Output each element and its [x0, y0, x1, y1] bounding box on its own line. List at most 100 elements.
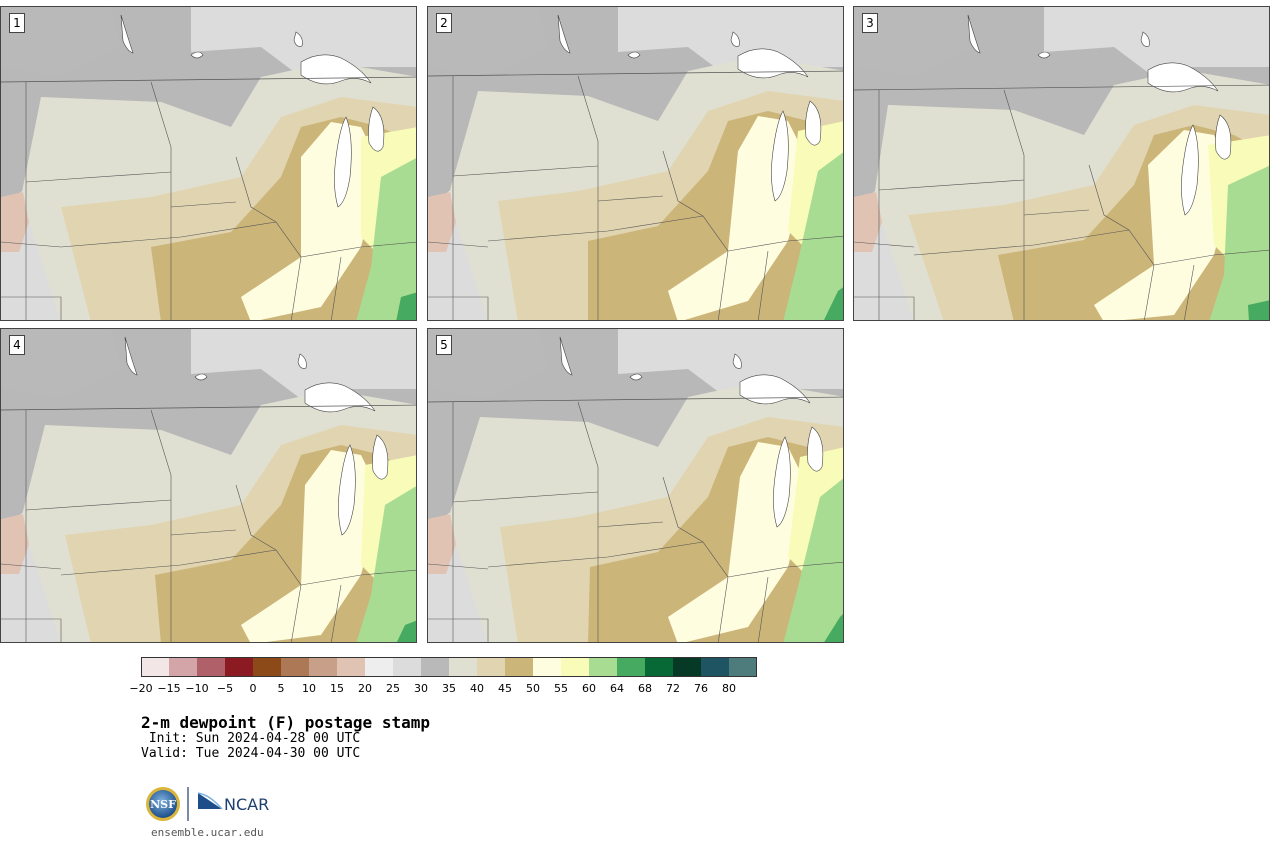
colorbar-swatch	[561, 657, 589, 677]
green-region	[783, 152, 843, 320]
lake-nipigon	[730, 31, 740, 47]
lake-small	[627, 51, 641, 59]
colorbar-tick-label: 15	[330, 682, 344, 695]
border-canada	[428, 396, 843, 403]
lake-small	[629, 373, 643, 381]
border-canada	[854, 84, 1269, 91]
green-region	[783, 478, 843, 642]
cream-region	[668, 442, 808, 642]
pink-region	[1, 192, 29, 252]
border-state	[25, 499, 172, 511]
border-state	[300, 241, 416, 258]
border-state	[913, 229, 1130, 256]
border-state	[577, 401, 599, 642]
cream-region	[1094, 130, 1234, 320]
colorbar-tick-label: 60	[582, 682, 596, 695]
map-panel-2: 2	[427, 6, 844, 321]
colorbar-swatch	[393, 657, 421, 677]
colorbar-swatch	[449, 657, 477, 677]
nsf-ncar-logo: NSF NCAR	[146, 787, 269, 821]
colorbar-swatch	[225, 657, 253, 677]
colorbar-swatch	[533, 657, 561, 677]
colorbar-tick-label: 72	[666, 682, 680, 695]
border-canada	[1, 76, 416, 83]
border-state	[331, 584, 342, 642]
member-label: 3	[862, 13, 878, 33]
lake-superior	[300, 54, 372, 85]
border-state	[487, 541, 704, 568]
colorbar-swatch	[645, 657, 673, 677]
lake-small	[194, 373, 208, 381]
colorbar-tick-label: −20	[129, 682, 153, 695]
lake-nipigon	[293, 31, 303, 47]
member-label: 4	[9, 335, 25, 355]
colorbar-tick-label: −10	[185, 682, 209, 695]
lake-superior	[737, 48, 809, 79]
lake-nipigon	[297, 353, 307, 369]
colorbar-swatch	[421, 657, 449, 677]
northwest-gray-region	[1, 7, 121, 77]
lake-michigan	[773, 436, 791, 528]
colorbar-tick-label: 76	[694, 682, 708, 695]
lake-michigan	[334, 116, 352, 208]
border-state	[428, 618, 489, 642]
canada-light-region	[1, 329, 416, 399]
border-state	[854, 241, 915, 248]
map-panel-5: 5	[427, 328, 844, 643]
colorbar-tick-label: −5	[216, 682, 234, 695]
dark-green-region	[396, 620, 416, 642]
lake-huron	[1215, 114, 1232, 160]
border-state	[170, 529, 237, 536]
border-state	[452, 491, 599, 503]
colorbar-swatch	[589, 657, 617, 677]
lake-superior	[739, 374, 811, 405]
border-state	[331, 256, 342, 320]
website-url: ensemble.ucar.edu	[151, 826, 264, 839]
colorbar-tick-label: 10	[302, 682, 316, 695]
green-region	[356, 486, 416, 642]
border-state	[1, 241, 62, 248]
border-state	[1153, 249, 1269, 266]
border-state	[428, 241, 489, 248]
border-state	[60, 549, 277, 576]
border-canada	[428, 70, 843, 77]
border-state	[597, 521, 664, 528]
northwest-gray-region	[854, 7, 974, 77]
lake-small	[190, 51, 204, 59]
border-state	[452, 165, 599, 177]
border-state	[597, 195, 664, 202]
lake-winnipeg	[124, 336, 138, 376]
colorbar-swatch	[617, 657, 645, 677]
border-state	[757, 250, 769, 320]
colorbar-tick-label: 30	[414, 682, 428, 695]
border-state	[727, 235, 843, 252]
border-state	[170, 201, 237, 208]
lake-winnipeg	[557, 14, 571, 54]
dewpoint-map	[1, 7, 416, 320]
colorbar-tick-label: 5	[277, 682, 285, 695]
border-state	[428, 563, 489, 570]
northwest-gray-region	[1, 329, 121, 399]
colorbar-tick-label: 80	[722, 682, 736, 695]
colorbar-swatch	[141, 657, 169, 677]
dewpoint-map	[428, 7, 843, 320]
lake-michigan	[771, 110, 789, 202]
colorbar	[141, 657, 757, 677]
dewpoint-map	[1, 329, 416, 642]
border-state	[235, 156, 302, 320]
border-state	[854, 296, 915, 320]
lake-nipigon	[1140, 31, 1150, 47]
dark-green-region	[1248, 300, 1269, 320]
colorbar-swatch	[309, 657, 337, 677]
border-state	[1184, 264, 1195, 320]
border-state	[1, 618, 62, 642]
northwest-gray-region	[428, 329, 548, 399]
member-label: 5	[436, 335, 452, 355]
lake-huron	[805, 100, 822, 146]
pink-region	[1, 514, 29, 574]
nsf-seal-icon: NSF	[146, 787, 180, 821]
colorbar-swatch	[337, 657, 365, 677]
colorbar-swatch	[253, 657, 281, 677]
colorbar-tick-label: 45	[498, 682, 512, 695]
border-state	[727, 561, 843, 578]
